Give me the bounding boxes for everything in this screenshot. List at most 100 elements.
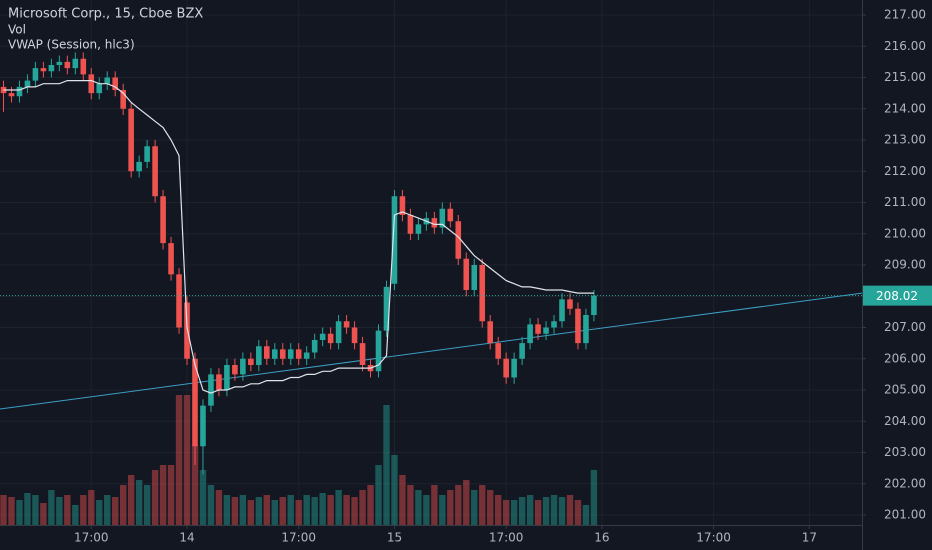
candle-body [240,358,246,375]
candle-body [287,349,294,359]
volume-bar [0,495,7,525]
volume-bar [415,490,422,525]
candle-body [112,77,119,90]
volume-bar [487,490,494,525]
candle-body [128,108,134,172]
volume-bar [135,480,143,525]
volume-bar [223,495,231,525]
volume-bar [590,470,598,525]
volume-bar [191,445,199,525]
candle-body [88,74,95,94]
candle-body [479,265,486,322]
candle-body [176,274,182,328]
volume-bar [447,490,454,525]
candle-body [495,343,501,359]
candle-body [335,321,342,344]
candle-body [535,324,541,334]
y-tick-label: 203.00 [884,445,926,459]
volume-bar [16,500,23,525]
candle-body [208,374,214,406]
indicator-label: Vol [8,23,26,37]
candle-body [591,295,597,315]
candle-body [160,196,166,244]
y-tick-label: 207.00 [884,320,926,334]
candle-body [264,346,270,359]
candle-body [399,196,406,215]
y-tick-label: 201.00 [884,508,926,522]
volume-bar [127,475,135,525]
volume-bar [40,503,47,525]
y-tick-label: 211.00 [884,195,926,209]
y-tick-label: 217.00 [884,8,926,22]
volume-bar [455,485,462,525]
volume-bar [399,475,406,525]
volume-bar [494,495,502,525]
candle-body [136,161,142,172]
volume-bar [574,500,582,525]
volume-bar [215,490,223,525]
volume-bar [407,485,414,525]
candle-body [64,61,71,69]
y-tick-label: 210.00 [884,226,926,240]
volume-bar [24,493,31,525]
volume-bar [247,500,255,525]
candle-body [567,299,573,309]
candle-body [8,93,15,97]
candle-body [431,218,438,228]
candle-body [319,333,326,340]
volume-bar [279,497,286,525]
volume-bar [88,490,95,525]
candle-body [279,349,286,359]
volume-bar [335,490,342,525]
volume-bar [502,500,510,525]
candle-body [383,286,390,331]
candle-body [24,80,31,87]
x-tick-label: 17:00 [696,531,731,545]
candle-body [415,224,422,234]
candle-body [168,243,174,275]
candle-body [104,77,111,84]
candle-body [40,68,47,72]
volume-bar [143,485,151,525]
volume-bar [351,497,358,525]
candle-body [184,302,190,359]
volume-bar [183,395,191,525]
volume-bar [303,495,310,525]
candle-body [559,299,565,322]
trendline [0,292,863,410]
volume-bar [582,505,590,525]
candle-body [32,68,39,81]
volume-bar [64,495,71,525]
x-tick-label: 14 [179,531,194,545]
volume-bar [48,490,55,525]
y-tick-label: 215.00 [884,70,926,84]
candle-body [192,358,198,447]
candle-body [72,58,79,69]
last-price-box [863,285,932,306]
volume-bar [479,485,486,525]
y-tick-label: 209.00 [884,258,926,272]
candle-body [120,90,126,109]
y-tick-label: 202.00 [884,476,926,490]
candle-body [200,405,206,447]
last-price-label: 208.02 [876,289,918,303]
volume-bar [391,455,398,525]
chart-title: Microsoft Corp., 15, Cboe BZX [8,7,203,22]
candle-body [519,343,525,359]
volume-bar [231,497,239,525]
volume-bar [167,465,175,525]
volume-bar [566,495,574,525]
candle-body [439,208,446,228]
volume-bar [542,497,550,525]
candle-body [447,208,454,222]
volume-bar [375,465,382,525]
volume-bar [96,500,103,525]
volume-bar [463,480,470,525]
y-tick-label: 214.00 [884,101,926,115]
candle-body [96,83,103,94]
candle-body [487,321,493,344]
candle-body [407,215,414,234]
x-tick-label: 17:00 [489,531,524,545]
candle-body [375,330,382,372]
